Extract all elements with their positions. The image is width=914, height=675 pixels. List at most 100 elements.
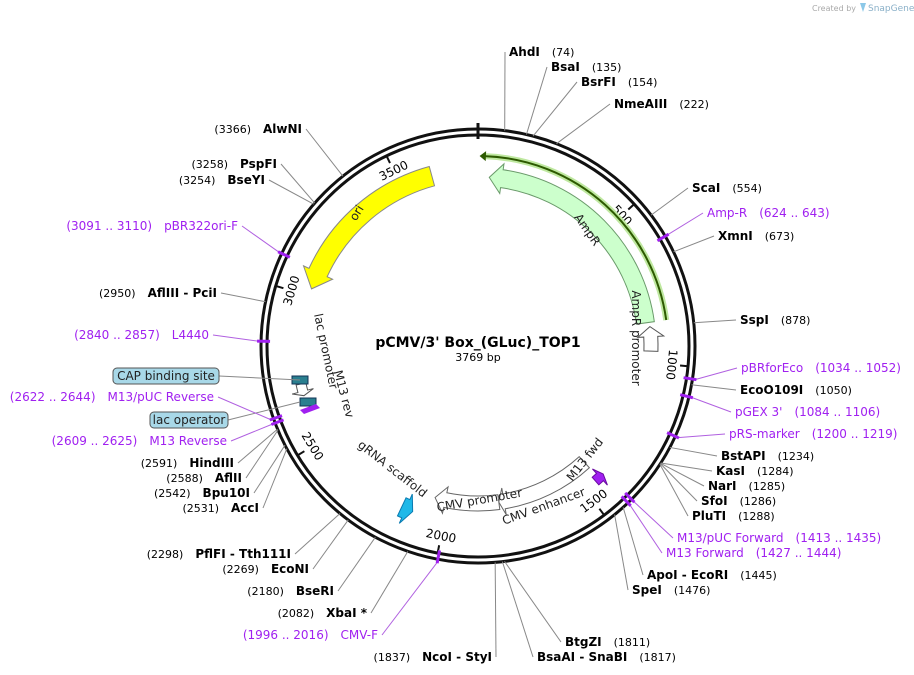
site-position: (1476) — [674, 584, 711, 597]
site-label: BsaAI - SnaBI (1817) — [537, 650, 676, 664]
site-position: (1817) — [639, 651, 676, 664]
primer-mark — [656, 232, 670, 243]
site-name: BseRI — [296, 584, 334, 598]
feature-label: AmpR promoter — [629, 290, 643, 385]
primer-connector — [691, 397, 732, 413]
site-name: EcoO109I — [740, 383, 803, 397]
site-position: (3091 .. 3110) — [66, 219, 152, 233]
site-label: (2588) AflII — [166, 471, 242, 485]
site-label: BsaI (135) — [551, 60, 621, 74]
site-name: NarI — [708, 479, 737, 493]
primer-label: (2609 .. 2625) M13 Reverse — [52, 434, 227, 448]
site-position: (2609 .. 2625) — [52, 434, 138, 448]
site-label: KasI (1284) — [716, 464, 794, 478]
feature-label: lac operator — [153, 413, 226, 427]
site-label: BstAPI (1234) — [721, 449, 814, 463]
site-position: (2840 .. 2857) — [74, 328, 160, 342]
ring-tick-label: 2500 — [299, 430, 327, 463]
feature-connector — [218, 375, 301, 381]
ampr-orf-core — [484, 155, 668, 321]
site-label: PluTI (1288) — [692, 509, 775, 523]
lac-operator-block — [299, 397, 317, 407]
primer-connector — [633, 501, 674, 539]
ampr-promoter-arrow — [636, 326, 666, 352]
primer-label: pBRforEco (1034 .. 1052) — [741, 361, 901, 375]
site-label: BsrFI (154) — [581, 75, 657, 89]
site-connector — [337, 536, 376, 592]
site-name: BsrFI — [581, 75, 616, 89]
site-connector — [659, 463, 698, 502]
primer-label: (2840 .. 2857) L4440 — [74, 328, 209, 342]
site-label: (3254) BseYI — [179, 173, 265, 187]
cmv-promoter-arrow — [434, 485, 501, 515]
primer-mark — [435, 550, 442, 564]
site-position: (1285) — [749, 480, 786, 493]
site-label: (2531) AccI — [182, 501, 259, 515]
primer-connector — [212, 334, 259, 342]
site-connector — [220, 292, 266, 303]
site-position: (1427 .. 1444) — [756, 546, 842, 560]
site-name: BstAPI — [721, 449, 766, 463]
primer-connector — [695, 367, 738, 381]
site-label: XmnI (673) — [718, 229, 794, 243]
site-connector — [370, 551, 409, 614]
site-position: (2950) — [99, 287, 136, 300]
primer-connector — [241, 225, 280, 253]
site-position: (3258) — [191, 158, 228, 171]
site-name: AlwNI — [263, 122, 302, 136]
site-name: Amp-R — [707, 206, 747, 220]
site-position: (1200 .. 1219) — [812, 427, 898, 441]
site-label: (2180) BseRI — [247, 584, 334, 598]
site-name: L4440 — [172, 328, 209, 342]
site-label: SfoI (1286) — [701, 494, 776, 508]
site-name: AccI — [231, 501, 259, 515]
site-position: (1034 .. 1052) — [815, 361, 901, 375]
primer-label: (2622 .. 2644) M13/pUC Reverse — [10, 390, 214, 404]
site-position: (2531) — [182, 502, 219, 515]
site-position: (1288) — [738, 510, 775, 523]
site-position: (1284) — [757, 465, 794, 478]
site-label: (2591) HindIII — [141, 456, 234, 470]
site-name: XmnI — [718, 229, 753, 243]
site-position: (1413 .. 1435) — [796, 531, 882, 545]
ori-arrow — [302, 165, 436, 290]
site-name: M13 Reverse — [149, 434, 227, 448]
site-label: ScaI (554) — [692, 181, 762, 195]
site-name: pBRforEco — [741, 361, 803, 375]
ring-tick-label: 3000 — [280, 274, 302, 307]
primer-connector — [230, 423, 273, 442]
primer-connector — [629, 504, 663, 554]
site-position: (554) — [732, 182, 762, 195]
site-name: BseYI — [227, 173, 265, 187]
ampr-orf-head — [479, 151, 487, 162]
site-position: (222) — [679, 98, 709, 111]
site-connector — [268, 179, 314, 205]
site-name: ScaI — [692, 181, 720, 195]
feature-label: gRNA scaffold — [355, 438, 430, 501]
site-position: (2082) — [278, 607, 315, 620]
site-position: (2622 .. 2644) — [10, 390, 96, 404]
site-position: (1286) — [740, 495, 777, 508]
site-label: ApoI - EcoRI (1445) — [647, 568, 777, 582]
feature-box — [149, 411, 229, 429]
site-position: (1837) — [374, 651, 411, 664]
site-label: (2542) Bpu10I — [154, 486, 250, 500]
site-name: BtgZI — [565, 635, 602, 649]
site-name: SpeI — [632, 583, 662, 597]
ampr-arrow — [488, 162, 655, 325]
site-name: NcoI - StyI — [422, 650, 492, 664]
site-name: M13 Forward — [666, 546, 744, 560]
site-position: (2180) — [247, 585, 284, 598]
site-label: NmeAIII (222) — [614, 97, 709, 111]
site-connector — [262, 448, 288, 509]
site-label: (2269) EcoNI — [222, 562, 309, 576]
site-connector — [614, 514, 629, 591]
site-label: (3258) PspFI — [191, 157, 277, 171]
plasmid-title: pCMV/3' Box_(GLuc)_TOP1 — [375, 335, 580, 351]
ring-tick — [598, 508, 605, 516]
primer-mark — [620, 495, 632, 507]
ring-tick — [627, 203, 635, 211]
site-connector — [660, 462, 705, 487]
primer-label: Amp-R (624 .. 643) — [707, 206, 830, 220]
site-label: NarI (1285) — [708, 479, 785, 493]
